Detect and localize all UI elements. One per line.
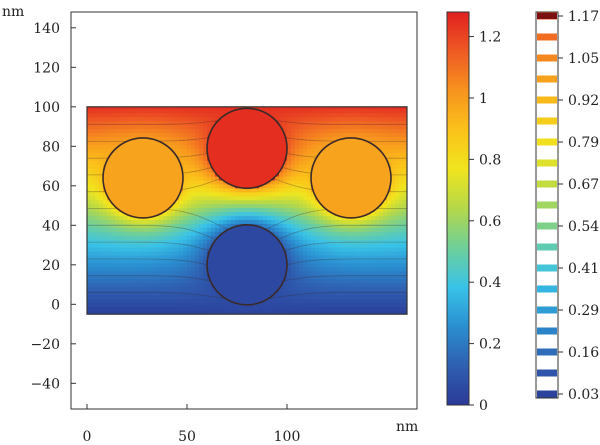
contour-level-swatch [537, 285, 557, 293]
contour-level-swatch [537, 75, 557, 83]
y-tick-label: 20 [42, 258, 60, 274]
y-axis: −40 −20 0 20 40 60 80 100 120 140 [30, 21, 76, 392]
contour-level-label: 0.79 [568, 135, 599, 151]
contour-legend: 0.03 0.16 0.29 0.41 0.54 0.67 0.79 0.92 1.05 1.17 [535, 9, 599, 403]
contour-level-label: 0.41 [568, 261, 599, 277]
contour-level-swatch [537, 13, 557, 19]
y-tick-label: 0 [51, 297, 60, 313]
contour-level-swatch [537, 33, 557, 41]
contour-level-swatch [537, 369, 557, 377]
contour-level-label: 0.92 [568, 93, 599, 109]
plot-area: 0 50 100 −40 −20 0 20 40 60 80 100 120 140 nm nm [2, 4, 418, 445]
colorbar-tick-label: 0.6 [479, 214, 501, 230]
contour-level-swatch [537, 306, 557, 314]
colorbar-tick-label: 0.8 [479, 152, 501, 168]
x-axis: 0 50 100 [83, 404, 301, 445]
y-tick-label: −20 [30, 337, 60, 353]
particle-2 [206, 107, 288, 190]
particle-3 [310, 137, 392, 219]
contour-level-swatch [537, 138, 557, 146]
contour-level-swatch [537, 348, 557, 356]
y-tick-label: 60 [42, 179, 60, 195]
contour-level-swatch [537, 327, 557, 335]
contour-level-label: 0.03 [568, 387, 599, 403]
x-tick-label: 50 [178, 429, 196, 445]
y-tick-label: 80 [42, 139, 60, 155]
colorbar-tick-label: 0.2 [479, 337, 501, 353]
contour-level-swatch [537, 390, 557, 398]
contour-level-swatch [537, 243, 557, 251]
contour-level-swatch [537, 117, 557, 125]
contour-level-swatch [537, 54, 557, 62]
y-tick-label: 120 [33, 60, 60, 76]
particle-4 [206, 224, 288, 306]
contour-level-label: 0.29 [568, 303, 599, 319]
contour-level-label: 1.17 [568, 9, 599, 25]
contour-level-swatch [537, 159, 557, 167]
colorbar: 0 0.2 0.4 0.6 0.8 1 1.2 [446, 11, 501, 414]
y-unit-label: nm [2, 4, 24, 20]
colorbar-tick-label: 0 [479, 398, 488, 414]
x-unit-label: nm [396, 419, 418, 435]
contour-level-swatch [537, 264, 557, 272]
contour-level-swatch [537, 222, 557, 230]
x-tick-label: 0 [83, 429, 92, 445]
colorbar-ticks: 0 0.2 0.4 0.6 0.8 1 1.2 [469, 30, 501, 414]
particle-1 [102, 137, 184, 219]
colorbar-tick-label: 1 [479, 91, 488, 107]
y-tick-label: 140 [33, 21, 60, 37]
colorbar-gradient [446, 11, 470, 406]
contour-level-label: 0.67 [568, 177, 599, 193]
contour-level-label: 0.16 [568, 345, 599, 361]
y-tick-label: 100 [33, 100, 60, 116]
particles [102, 107, 392, 306]
y-tick-label: −40 [30, 376, 60, 392]
contour-level-label: 1.05 [568, 51, 599, 67]
contour-level-swatch [537, 201, 557, 209]
x-tick-label: 100 [274, 429, 301, 445]
contour-level-swatch [537, 96, 557, 104]
contour-level-swatch [537, 180, 557, 188]
y-tick-label: 40 [42, 218, 60, 234]
domain-border [86, 106, 408, 315]
contour-legend-levels: 0.03 0.16 0.29 0.41 0.54 0.67 0.79 0.92 1.05 1.17 [537, 9, 599, 403]
colorbar-tick-label: 1.2 [479, 30, 501, 46]
contour-level-label: 0.54 [568, 219, 599, 235]
colorbar-tick-label: 0.4 [479, 275, 501, 291]
